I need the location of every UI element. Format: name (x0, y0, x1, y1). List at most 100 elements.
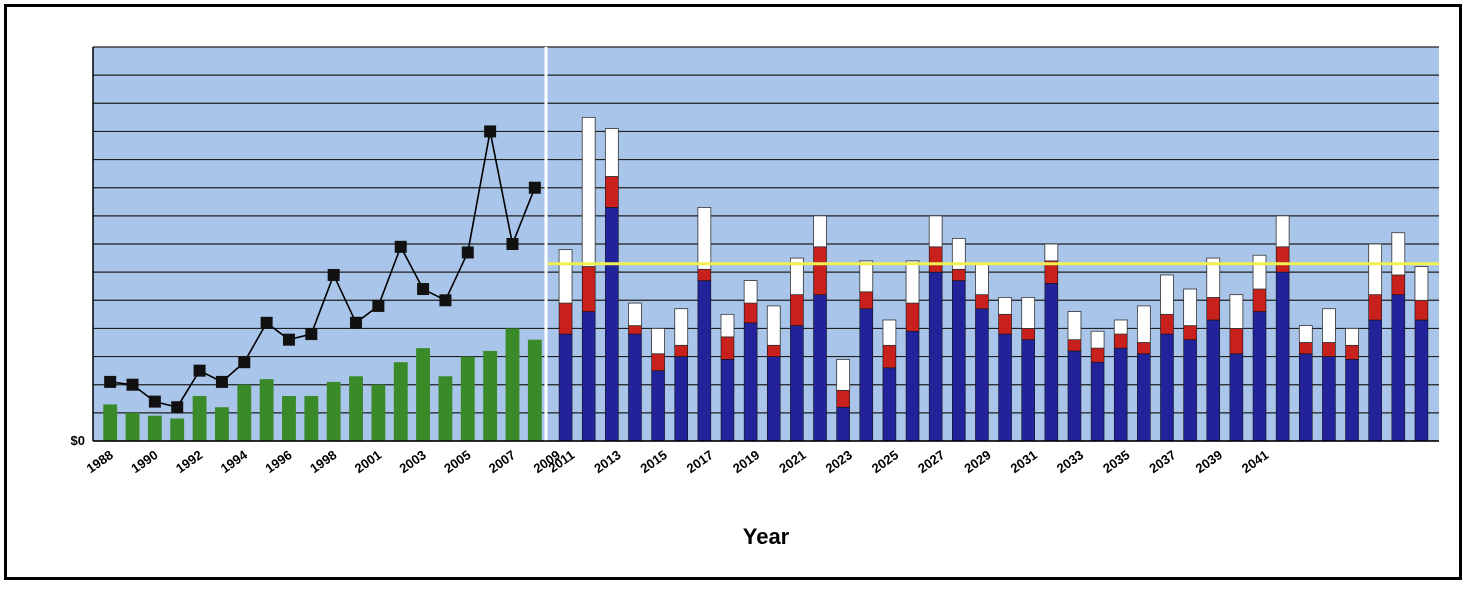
line-marker (171, 401, 184, 414)
projected-bar-top (859, 260, 874, 293)
projected-bar-base (1090, 361, 1105, 442)
projected-bar-base (1322, 356, 1336, 442)
line-marker (104, 375, 117, 388)
projected-bar-top (1322, 308, 1336, 343)
projected-bar-base (1252, 311, 1267, 442)
projected-bar-middle (697, 269, 712, 281)
projected-bar-top (558, 249, 573, 304)
projected-bar-middle (1252, 288, 1267, 312)
line-marker (238, 356, 251, 369)
projected-bar-top (1136, 305, 1151, 343)
projected-bar-top (1021, 297, 1036, 329)
projected-bar-middle (813, 246, 827, 295)
projected-bar-top (697, 207, 712, 270)
projected-bar-base (813, 294, 827, 442)
projected-bar-base (1229, 353, 1244, 442)
historical-bar (527, 339, 542, 441)
projected-bar-base (836, 406, 850, 442)
projected-bar-middle (1090, 347, 1105, 363)
projected-bar-middle (674, 345, 689, 357)
line-marker (461, 246, 474, 259)
x-tick-label: 2015 (638, 447, 670, 476)
x-tick-label: 2019 (730, 447, 762, 476)
projected-bar-base (581, 311, 596, 442)
projected-bar-middle (1206, 297, 1221, 321)
projected-bar-base (674, 356, 689, 442)
projected-bar-top (1414, 266, 1429, 301)
projected-bar-middle (1067, 339, 1082, 352)
projected-bar-top (674, 308, 689, 346)
projected-bar-top (743, 280, 758, 304)
projected-bar-middle (743, 302, 758, 324)
line-marker (327, 268, 340, 281)
x-tick-label: 1994 (218, 447, 251, 476)
projected-bar-top (790, 257, 804, 296)
projected-bar-middle (1345, 345, 1359, 360)
projected-bar-middle (1160, 314, 1174, 335)
x-tick-label: 1990 (128, 447, 160, 476)
x-tick-label: 2031 (1008, 447, 1040, 476)
projected-bar-base (975, 308, 989, 442)
historical-bar (460, 356, 475, 441)
projected-bar-top (1391, 232, 1406, 276)
projected-bar-base (1391, 294, 1406, 442)
historical-bar (214, 407, 229, 441)
projected-bar-base (605, 207, 619, 442)
projected-bar-base (1137, 353, 1151, 442)
projected-bar-top (604, 128, 619, 177)
x-tick-label: 2005 (441, 447, 473, 476)
x-tick-label: 2041 (1239, 447, 1271, 476)
line-marker (394, 240, 407, 253)
line-marker (215, 375, 228, 388)
projected-bar-middle (1183, 325, 1197, 340)
projected-bar-top (1368, 243, 1383, 296)
projected-bar-top (1252, 254, 1267, 290)
projected-bar-base (1298, 353, 1313, 442)
projected-bar-top (1067, 311, 1082, 341)
projected-bar-middle (628, 325, 642, 335)
historical-bar (349, 376, 363, 441)
line-marker (417, 283, 430, 296)
projected-bar-top (1345, 328, 1359, 346)
projected-bar-middle (651, 353, 665, 371)
line-marker (148, 395, 161, 408)
projected-bar-top (905, 260, 920, 304)
projected-bar-base (1368, 319, 1382, 442)
line-marker (126, 378, 139, 391)
projected-bar-middle (1414, 299, 1429, 321)
projected-bar-middle (1229, 328, 1244, 355)
projected-bar-middle (952, 269, 966, 281)
projected-bar-top (1229, 294, 1244, 329)
projected-bar-base (1275, 271, 1290, 442)
projected-bar-top (813, 215, 827, 248)
projected-bar-middle (882, 345, 897, 369)
historical-bar (393, 362, 408, 441)
projected-bar-top (720, 313, 735, 338)
line-marker (372, 299, 385, 312)
projected-bar-middle (836, 390, 850, 408)
x-tick-label: 2003 (397, 447, 429, 476)
historical-bar (192, 395, 207, 441)
projected-bar-top (928, 215, 943, 248)
projected-bar-middle (558, 302, 573, 335)
projected-bar-top (975, 263, 989, 296)
projected-bar-base (1067, 350, 1082, 442)
projected-bar-base (1113, 347, 1128, 442)
projected-bar-middle (859, 291, 874, 310)
x-tick-label: 2007 (486, 447, 518, 476)
projected-bar-base (952, 280, 966, 442)
projected-bar-base (1206, 319, 1221, 442)
projected-bar-middle (581, 266, 596, 312)
historical-bar (438, 376, 453, 441)
projected-bar-top (1206, 257, 1221, 298)
projected-bar-top (1298, 325, 1313, 343)
projected-bar-base (1414, 319, 1429, 442)
historical-bar (304, 395, 319, 441)
x-tick-label: 2017 (684, 447, 716, 476)
line-marker (350, 316, 363, 329)
projected-bar-top (581, 116, 596, 267)
projected-bar-middle (605, 176, 619, 208)
projected-bar-base (628, 333, 642, 442)
x-tick-label: 2027 (915, 447, 947, 476)
historical-line (110, 131, 536, 409)
